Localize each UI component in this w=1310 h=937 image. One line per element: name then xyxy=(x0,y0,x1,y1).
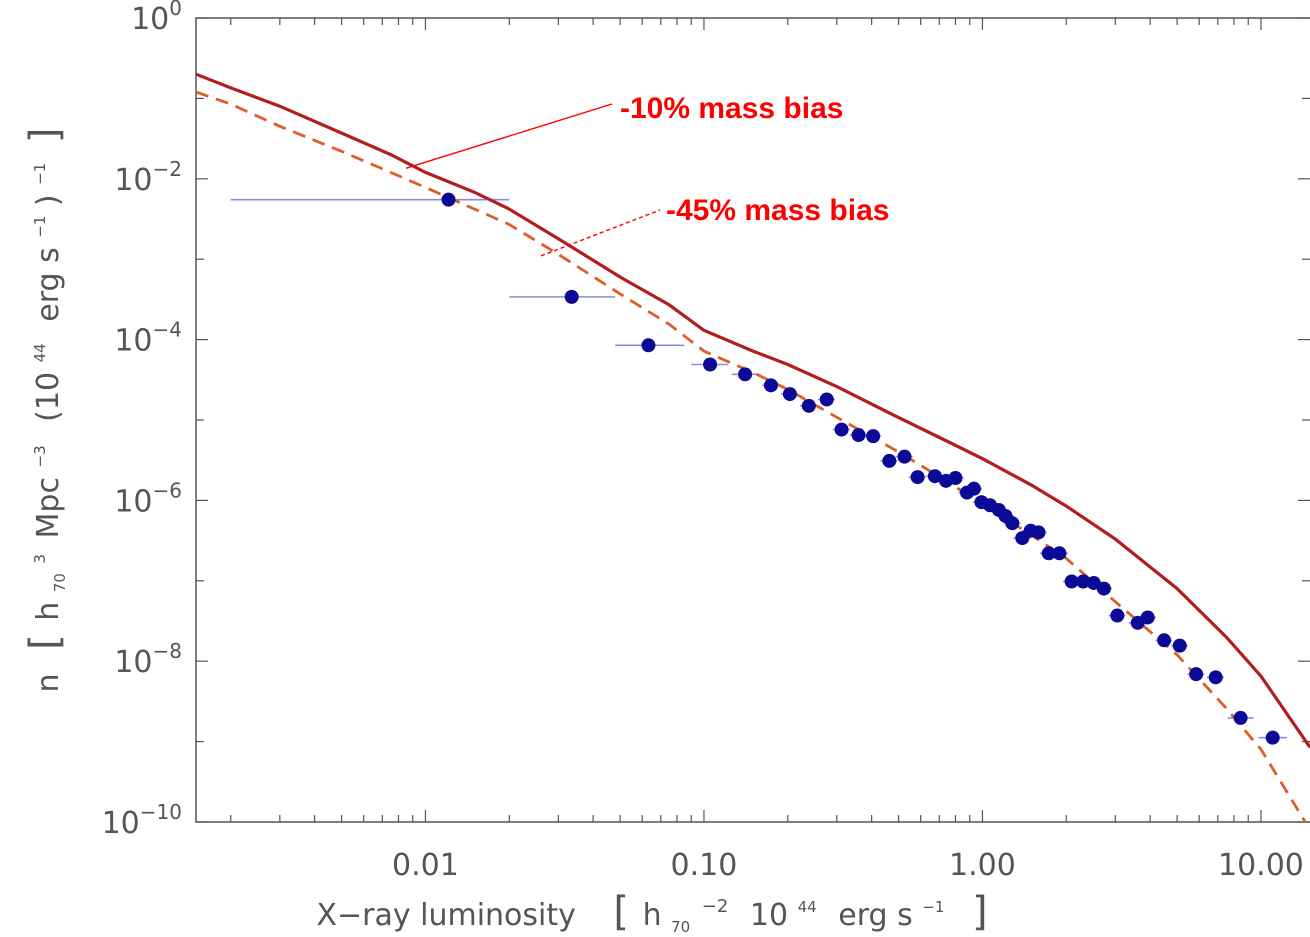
y-axis-label-h: h xyxy=(31,602,66,621)
y-axis-label-close: ] xyxy=(22,128,68,144)
y-axis-label-base-sup: 44 xyxy=(31,343,49,362)
data-point xyxy=(834,422,849,437)
x-axis-units-h: h xyxy=(643,898,662,933)
model-curve-solid xyxy=(196,72,1310,749)
data-point xyxy=(948,470,963,485)
x-tick-label: 10.00 xyxy=(1218,848,1304,883)
major-ticks xyxy=(196,17,1310,823)
y-axis-label-open: [ xyxy=(22,634,68,650)
data-point xyxy=(1172,638,1187,653)
annotation-leader-line xyxy=(540,209,661,257)
model-curve-dashed xyxy=(196,90,1307,822)
y-axis-label: n [ h 70 3 Mpc −3 (10 44 erg s −1 ) −1 ] xyxy=(18,128,73,693)
y-tick-label: 100 xyxy=(131,0,182,37)
data-point xyxy=(1140,610,1155,625)
plot-frame xyxy=(195,17,1310,823)
x-axis-units-base-sup: 44 xyxy=(798,898,817,916)
x-axis-label: X−ray luminosity [ h 70 −2 10 44 erg s −… xyxy=(316,885,987,937)
data-point xyxy=(966,481,981,496)
x-error-bars xyxy=(230,198,1287,739)
data-point xyxy=(1076,574,1091,589)
annotation-leader-line xyxy=(405,103,613,169)
x-axis-units-base: 10 xyxy=(750,898,788,933)
data-point xyxy=(1005,516,1020,531)
data-point xyxy=(738,367,753,382)
data-point xyxy=(897,449,912,464)
annotation-label: -10% mass bias xyxy=(620,92,843,125)
x-axis-units-unit: erg s xyxy=(838,898,912,933)
data-point xyxy=(1157,633,1172,648)
y-axis-label-h-sup: 3 xyxy=(31,554,49,564)
y-tick-label: 10−6 xyxy=(114,478,182,519)
plot-area xyxy=(196,72,1310,822)
x-axis-units-close: ] xyxy=(972,889,988,935)
annotation-label: -45% mass bias xyxy=(666,194,889,227)
y-axis-label-unit-sup: −1 xyxy=(31,216,49,238)
data-point xyxy=(1064,574,1079,589)
data-point xyxy=(763,378,778,393)
y-axis-label-close-sup: −1 xyxy=(31,163,49,185)
data-point xyxy=(703,357,718,372)
data-point xyxy=(801,398,816,413)
x-axis-units-h-sup: −2 xyxy=(702,896,729,917)
y-axis-label-base: (10 xyxy=(31,372,66,422)
data-point xyxy=(819,392,834,407)
data-point xyxy=(910,470,925,485)
y-axis-label-n: n xyxy=(31,673,66,692)
y-tick-label: 10−4 xyxy=(114,318,182,359)
data-point xyxy=(1041,546,1056,561)
x-tick-labels: 0.01 0.10 1.00 10.00 xyxy=(392,848,1304,883)
annotations: -10% mass bias -45% mass bias xyxy=(405,92,889,257)
data-point xyxy=(1233,710,1248,725)
x-axis-label-text: X−ray luminosity xyxy=(316,898,575,933)
data-point xyxy=(564,289,579,304)
y-tick-label: 10−10 xyxy=(102,800,182,841)
data-point xyxy=(851,428,866,443)
data-point xyxy=(1208,670,1223,685)
x-axis-units-h-sub: 70 xyxy=(671,918,690,936)
y-axis-label-h-sub: 70 xyxy=(51,573,69,592)
data-points xyxy=(441,192,1280,745)
y-axis-label-mpc: Mpc xyxy=(31,477,66,538)
data-point xyxy=(1052,546,1067,561)
data-point xyxy=(441,192,456,207)
x-tick-label: 0.01 xyxy=(392,848,459,883)
minor-ticks xyxy=(196,18,1310,822)
data-point xyxy=(1265,730,1280,745)
data-point xyxy=(782,387,797,402)
data-point xyxy=(641,338,656,353)
data-point xyxy=(882,453,897,468)
data-point xyxy=(1110,608,1125,623)
data-point xyxy=(1096,581,1111,596)
data-point xyxy=(866,429,881,444)
data-point xyxy=(927,469,942,484)
y-tick-label: 10−8 xyxy=(114,639,182,680)
y-tick-labels: 100 10−2 10−4 10−6 10−8 10−10 xyxy=(102,0,182,841)
y-tick-label: 10−2 xyxy=(114,157,182,198)
x-axis-units-unit-sup: −1 xyxy=(922,898,944,916)
x-tick-label: 0.10 xyxy=(671,848,738,883)
x-tick-label: 1.00 xyxy=(949,848,1016,883)
data-point xyxy=(1031,525,1046,540)
y-axis-label-mpc-sup: −3 xyxy=(31,445,49,467)
data-point xyxy=(1189,667,1204,682)
y-axis-label-unit: erg s xyxy=(31,247,66,321)
x-axis-units-open: [ xyxy=(613,889,629,935)
y-axis-label-close-paren: ) xyxy=(31,194,66,206)
